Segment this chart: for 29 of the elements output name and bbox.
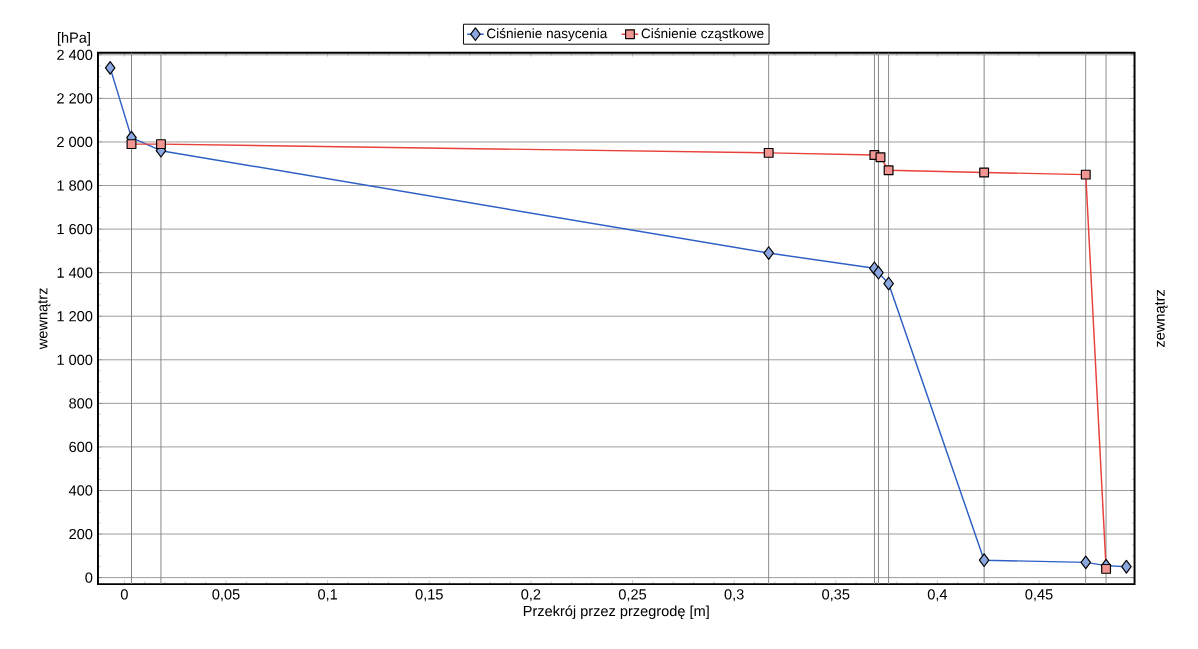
y-tick-label: 600 [69, 441, 93, 453]
x-tick-label: 0 [120, 589, 128, 600]
x-tick-label: 0,35 [822, 589, 850, 602]
x-tick-label: 0,25 [618, 589, 647, 602]
x-axis-title: Przekrój przez przegrodę [m] [523, 605, 709, 620]
y-tick-label: 800 [69, 398, 93, 409]
y-tick-label: 2 200 [57, 93, 93, 104]
legend-label: Ciśnienie nasycenia [487, 28, 608, 42]
x-tick-label: 0,45 [1025, 589, 1053, 602]
x-tick-label: 0,1 [318, 589, 338, 602]
y2-axis-title: zewnątrz [1155, 290, 1168, 348]
legend-label: Ciśnienie cząstkowe [641, 28, 764, 42]
x-tick-label: 0,2 [521, 589, 541, 602]
y-tick-label: 1 800 [57, 180, 93, 191]
x-tick-label: 0,15 [415, 589, 443, 602]
y-axis-title: wewnątrz [37, 288, 51, 350]
y-tick-label: 0 [85, 572, 93, 583]
text: [hPa] [57, 32, 90, 46]
y-tick-label: 1 000 [57, 354, 93, 366]
x-tick-label: 0,3 [724, 589, 744, 602]
x-tick-label: 0,05 [212, 589, 240, 602]
y-tick-label: 400 [68, 485, 93, 496]
y-tick-label: 1 200 [57, 311, 93, 322]
x-tick-label: 0,4 [927, 589, 948, 602]
y-tick-label: 1 600 [57, 224, 93, 235]
y-tick-label: 200 [69, 529, 93, 540]
y-tick-label: 2 400 [57, 49, 93, 61]
y-tick-label: 1 400 [57, 267, 93, 279]
y-tick-label: 2 000 [57, 137, 93, 148]
